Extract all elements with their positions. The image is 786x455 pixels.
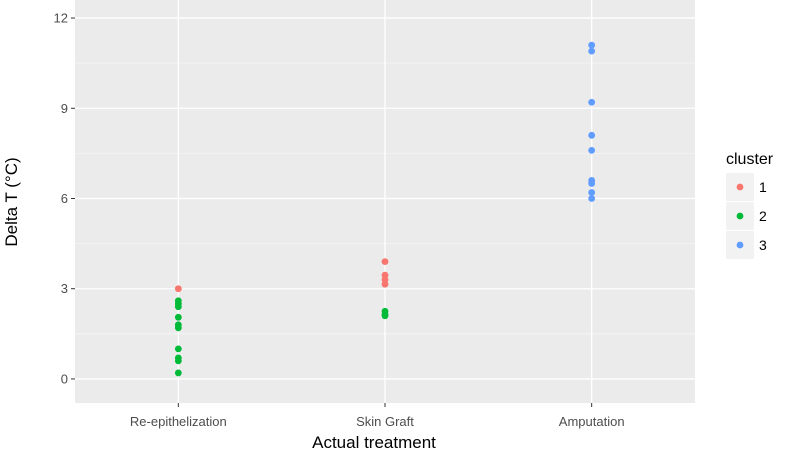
legend-key-point [736,183,744,191]
data-point-cluster-2 [174,357,182,365]
x-tick-label: Amputation [559,414,625,429]
data-points [174,41,596,377]
data-point-cluster-3 [588,47,596,55]
x-tick-label: Skin Graft [356,414,414,429]
y-tick-label: 9 [61,101,68,116]
data-point-cluster-1 [381,258,389,266]
data-point-cluster-3 [588,146,596,154]
data-point-cluster-2 [174,369,182,377]
y-tick-label: 3 [61,281,68,296]
data-point-cluster-3 [588,131,596,139]
legend-key-point [736,212,744,220]
data-point-cluster-3 [588,41,596,49]
y-tick-label: 12 [54,11,68,26]
x-axis-ticks: Re-epithelization Skin Graft Amputation [130,403,625,429]
y-axis-ticks: 0 3 6 9 12 [54,11,75,386]
legend-label: 2 [759,208,767,224]
data-point-cluster-2 [381,312,389,320]
data-point-cluster-1 [381,280,389,288]
legend-title: cluster [726,151,774,168]
x-axis-title: Actual treatment [312,433,436,452]
data-point-cluster-3 [588,189,596,196]
data-point-cluster-2 [174,303,182,311]
data-point-cluster-2 [174,313,182,321]
data-point-cluster-2 [174,345,182,353]
y-axis-title: Delta T (°C) [2,157,21,246]
y-tick-label: 6 [61,191,68,206]
x-tick-label: Re-epithelization [130,414,227,429]
legend-label: 1 [759,179,767,195]
legend-label: 3 [759,237,767,253]
legend: cluster 1 2 3 [726,151,774,259]
data-point-cluster-3 [588,98,596,106]
legend-key-point [736,241,744,249]
data-point-cluster-2 [174,324,182,332]
legend-keys: 1 2 3 [726,173,767,259]
y-tick-label: 0 [61,371,68,386]
data-point-cluster-3 [588,180,596,187]
data-point-cluster-3 [588,195,596,202]
data-point-cluster-1 [174,285,182,293]
